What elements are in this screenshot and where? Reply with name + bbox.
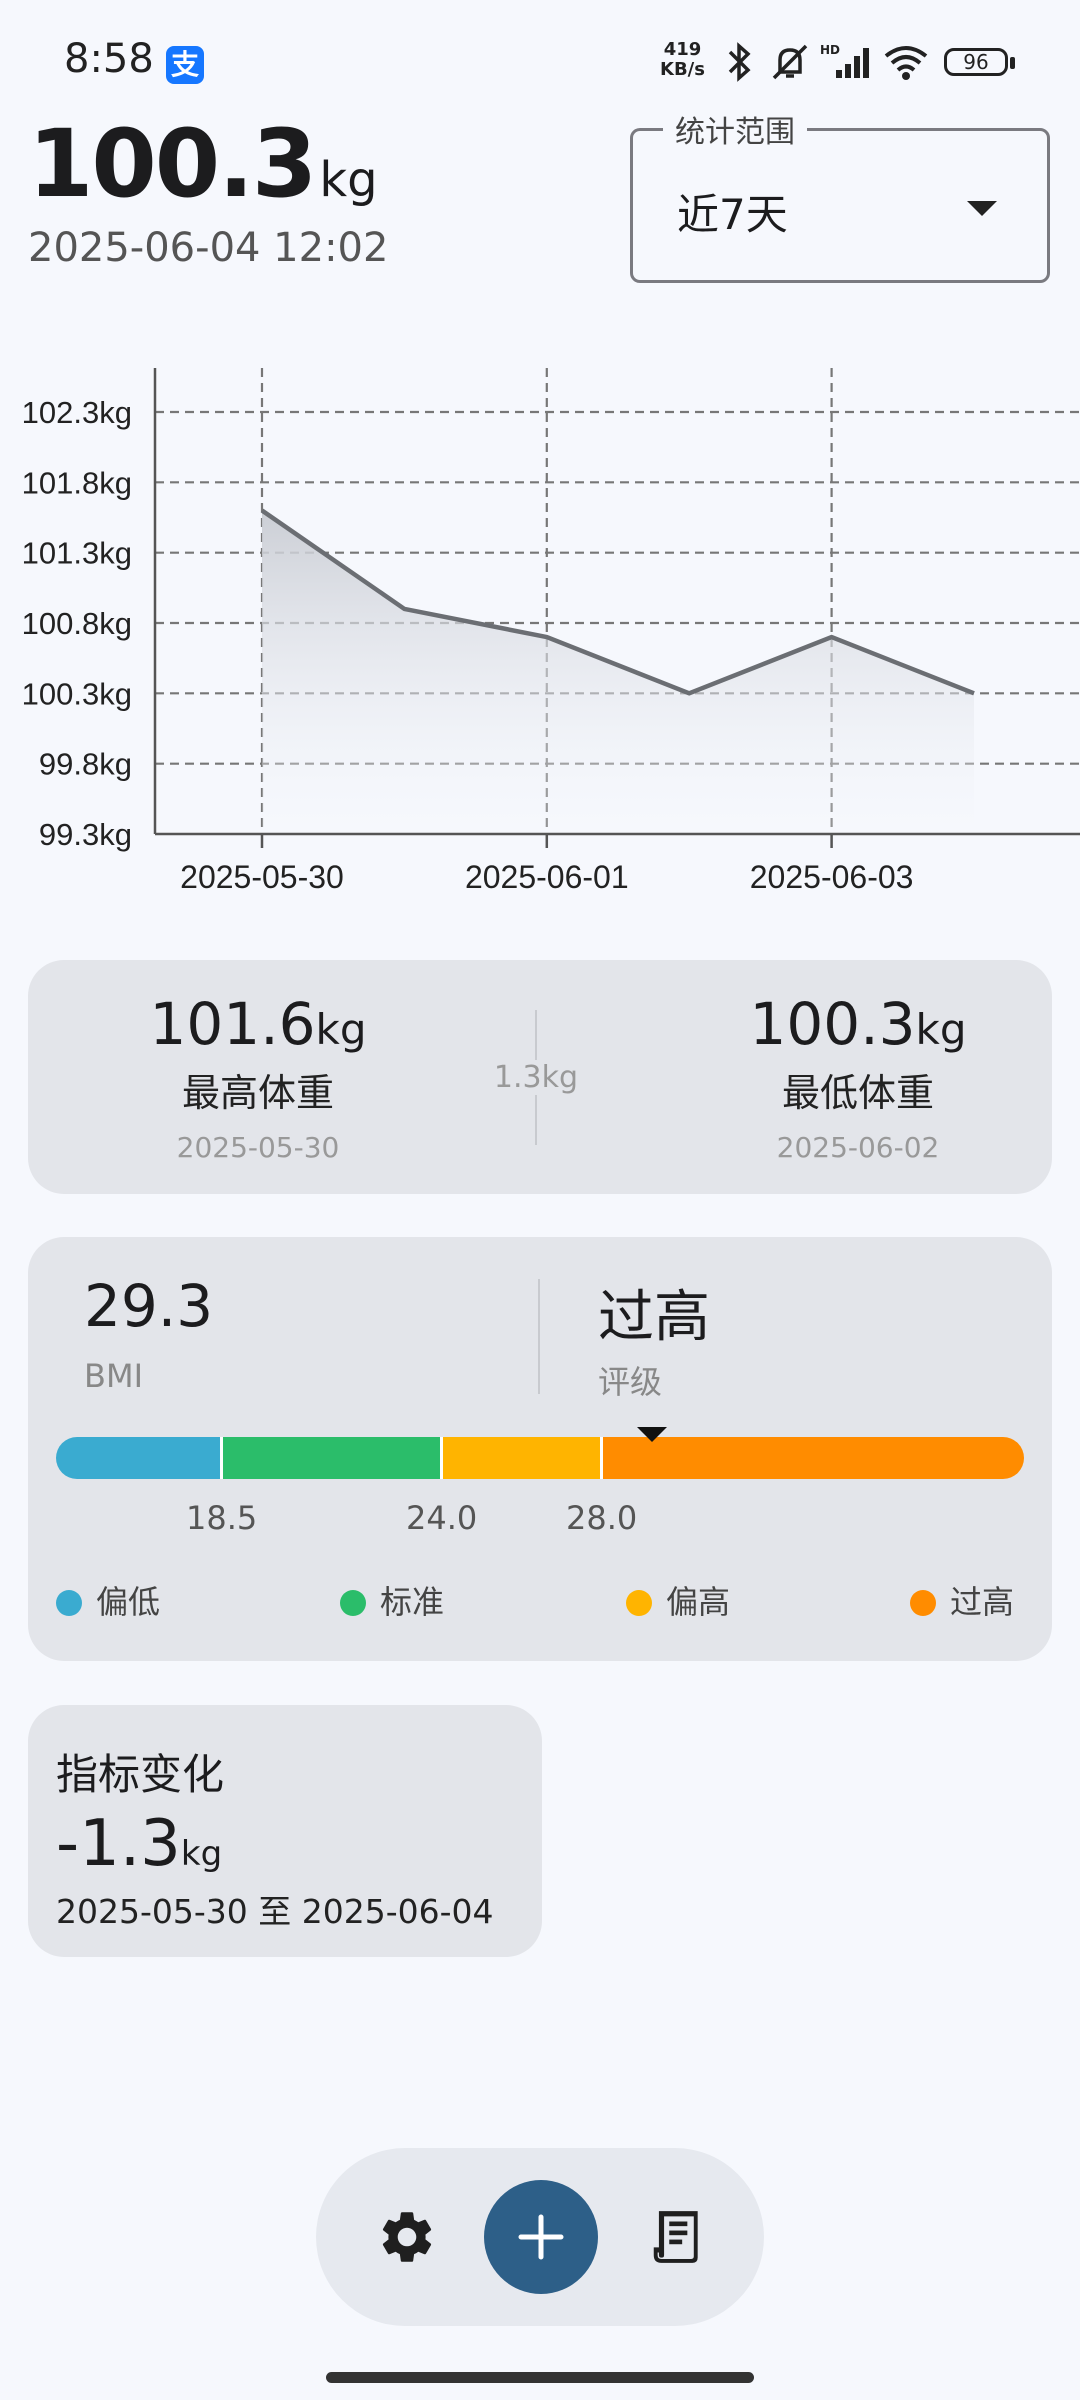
legend-low-label: 偏低 bbox=[96, 1583, 161, 1621]
plus-icon bbox=[518, 2214, 564, 2260]
alipay-icon: 支 bbox=[166, 46, 204, 84]
dropdown-caret-icon bbox=[967, 201, 997, 216]
change-date-range: 2025-05-30 至 2025-06-04 bbox=[56, 1892, 494, 1931]
gear-icon[interactable] bbox=[376, 2206, 438, 2268]
weight-difference: 1.3kg bbox=[488, 1060, 584, 1095]
legend-low: 偏低 bbox=[56, 1577, 160, 1623]
legend-high: 偏高 bbox=[626, 1577, 730, 1623]
bmi-card: 29.3 BMI 过高 评级 18.5 24.0 28.0 偏低 标准 偏高 过… bbox=[28, 1237, 1052, 1661]
y-tick-label: 100.8kg bbox=[22, 606, 132, 641]
legend-dot bbox=[626, 1590, 652, 1616]
bmi-rating: 过高 bbox=[598, 1285, 710, 1350]
bmi-rating-label: 评级 bbox=[598, 1363, 663, 1401]
mute-bell-icon bbox=[772, 44, 808, 80]
min-weight-label: 最低体重 bbox=[781, 1071, 934, 1115]
weight-chart-svg: 102.3kg 101.8kg 101.3kg 100.8kg 100.3kg 99.8k… bbox=[22, 368, 1080, 895]
change-value-row: -1.3kg bbox=[56, 1807, 222, 1881]
min-weight: 100.3kg 最低体重 2025-06-02 bbox=[708, 990, 1008, 1164]
max-weight-date: 2025-05-30 bbox=[176, 1131, 340, 1164]
home-indicator[interactable] bbox=[326, 2372, 754, 2383]
bmi-label: BMI bbox=[84, 1357, 143, 1395]
min-weight-date: 2025-06-02 bbox=[776, 1131, 940, 1164]
bmi-threshold: 24.0 bbox=[406, 1499, 478, 1537]
series-area bbox=[262, 510, 974, 834]
hd-signal-icon: HD bbox=[820, 43, 869, 78]
wifi-icon bbox=[884, 46, 928, 80]
bmi-divider bbox=[538, 1279, 540, 1394]
max-weight-label: 最高体重 bbox=[181, 1071, 334, 1115]
max-weight: 101.6kg 最高体重 2025-05-30 bbox=[108, 990, 408, 1164]
status-bar: 8:58 支 419 KB/s HD 96 bbox=[0, 0, 1080, 120]
weight-chart: 102.3kg 101.8kg 101.3kg 100.8kg 100.3kg 99.8k… bbox=[0, 350, 1080, 910]
max-weight-unit: kg bbox=[315, 1005, 367, 1054]
legend-normal-label: 标准 bbox=[380, 1583, 445, 1621]
min-weight-unit: kg bbox=[915, 1005, 967, 1054]
y-tick-label: 101.8kg bbox=[22, 465, 132, 500]
add-record-button[interactable] bbox=[484, 2180, 598, 2294]
current-weight-unit: kg bbox=[319, 152, 378, 208]
bmi-segment-high bbox=[440, 1437, 600, 1479]
range-select-value: 近7天 bbox=[677, 190, 788, 239]
net-speed-unit: KB/s bbox=[660, 59, 705, 80]
range-select-label: 统计范围 bbox=[663, 107, 807, 151]
legend-very-high: 过高 bbox=[910, 1577, 1014, 1623]
series-line bbox=[260, 508, 975, 696]
y-tick-label: 100.3kg bbox=[22, 676, 132, 711]
current-weight-row: 100.3kg bbox=[28, 110, 388, 219]
y-tick-label: 102.3kg bbox=[22, 395, 132, 430]
y-tick-label: 99.3kg bbox=[39, 817, 132, 852]
svg-text:HD: HD bbox=[820, 43, 840, 57]
min-weight-value: 100.3 bbox=[749, 990, 916, 1058]
change-value: -1.3 bbox=[56, 1807, 181, 1881]
change-card: 指标变化 -1.3kg 2025-05-30 至 2025-06-04 bbox=[28, 1705, 542, 1957]
bmi-threshold: 28.0 bbox=[566, 1499, 638, 1537]
bmi-segment-normal bbox=[220, 1437, 440, 1479]
bmi-segment-very-high bbox=[599, 1437, 1024, 1479]
legend-high-label: 偏高 bbox=[666, 1583, 731, 1621]
y-tick-label: 101.3kg bbox=[22, 536, 132, 571]
x-tick-label: 2025-05-30 bbox=[180, 859, 344, 895]
bmi-scale-bar bbox=[56, 1437, 1024, 1479]
bmi-segment-low bbox=[56, 1437, 220, 1479]
status-time: 8:58 bbox=[64, 36, 154, 82]
range-select[interactable]: 统计范围 近7天 bbox=[630, 107, 1050, 283]
x-tick-label: 2025-06-03 bbox=[750, 859, 914, 895]
legend-dot bbox=[340, 1590, 366, 1616]
x-tick-label: 2025-06-01 bbox=[465, 859, 629, 895]
net-speed-value: 419 bbox=[663, 39, 702, 60]
max-weight-value: 101.6 bbox=[149, 990, 316, 1058]
y-tick-label: 99.8kg bbox=[39, 747, 132, 782]
bmi-marker-icon bbox=[637, 1427, 667, 1442]
bottom-nav bbox=[316, 2148, 764, 2326]
receipt-icon[interactable] bbox=[646, 2206, 708, 2268]
legend-very-high-label: 过高 bbox=[950, 1583, 1015, 1621]
legend-dot bbox=[56, 1590, 82, 1616]
battery-icon: 96 bbox=[944, 48, 1015, 76]
change-title: 指标变化 bbox=[56, 1750, 225, 1799]
bluetooth-icon bbox=[728, 42, 751, 82]
header: 100.3kg 2025-06-04 12:02 bbox=[28, 110, 388, 271]
legend-normal: 标准 bbox=[340, 1577, 444, 1623]
bmi-value: 29.3 bbox=[84, 1272, 214, 1340]
current-timestamp: 2025-06-04 12:02 bbox=[28, 225, 389, 271]
net-speed: 419 KB/s bbox=[660, 40, 705, 80]
current-weight: 100.3 bbox=[28, 110, 317, 219]
bmi-threshold: 18.5 bbox=[186, 1499, 258, 1537]
legend-dot bbox=[910, 1590, 936, 1616]
change-unit: kg bbox=[180, 1834, 223, 1874]
extremes-card: 101.6kg 最高体重 2025-05-30 1.3kg 100.3kg 最低… bbox=[28, 960, 1052, 1194]
